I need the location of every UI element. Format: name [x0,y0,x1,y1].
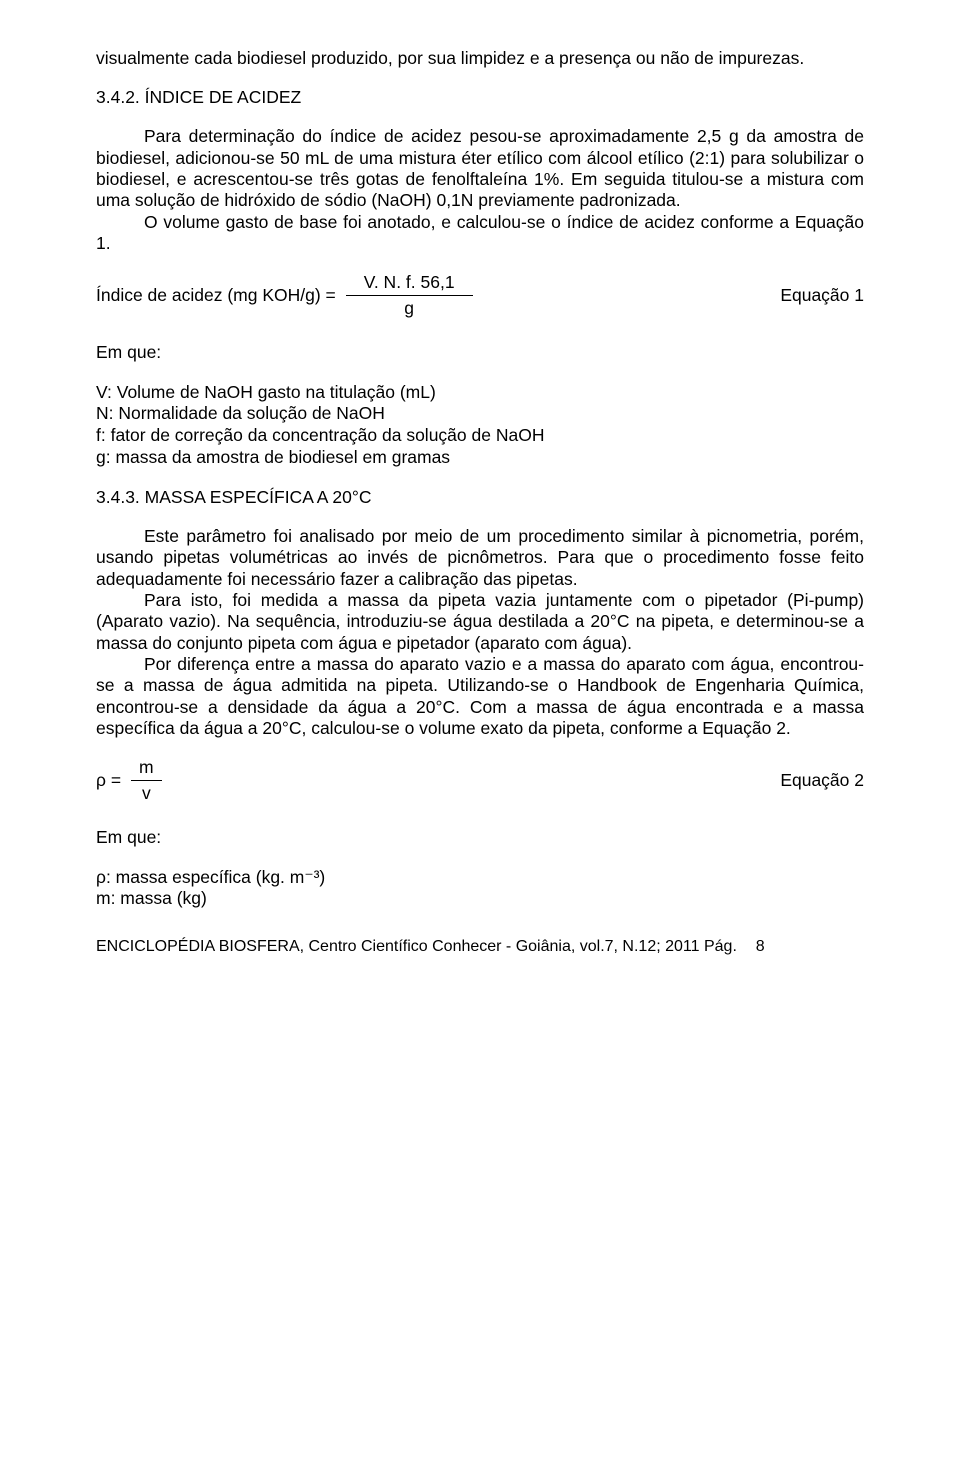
paragraph-343-2: Para isto, foi medida a massa da pipeta … [96,590,864,654]
equation-2-fraction: m v [131,757,162,802]
def-N: N: Normalidade da solução de NaOH [96,403,864,425]
section-heading-343: 3.4.3. MASSA ESPECÍFICA A 20°C [96,487,864,508]
em-que-2: Em que: [96,827,864,849]
paragraph-343-1: Este parâmetro foi analisado por meio de… [96,526,864,590]
equation-1-lhs: Índice de acidez (mg KOH/g) = [96,285,336,306]
paragraph-342-2: O volume gasto de base foi anotado, e ca… [96,212,864,255]
equation-2: ρ = m v [96,757,162,802]
def-f: f: fator de correção da concentração da … [96,425,864,447]
section-heading-342: 3.4.2. ÍNDICE DE ACIDEZ [96,87,864,108]
equation-1-numerator: V. N. f. 56,1 [346,272,473,295]
equation-1-denominator: g [404,296,414,318]
equation-2-lhs: ρ = [96,770,121,791]
equation-2-label: Equação 2 [780,770,864,791]
equation-2-numerator: m [131,757,162,780]
footer-page-number: 8 [756,938,765,955]
def-rho: ρ: massa específica (kg. m⁻³) [96,867,864,889]
def-g: g: massa da amostra de biodiesel em gram… [96,447,864,469]
equation-1-fraction: V. N. f. 56,1 g [346,272,473,317]
equation-1-label: Equação 1 [780,285,864,306]
equation-1-row: Índice de acidez (mg KOH/g) = V. N. f. 5… [96,272,864,317]
footer-text: ENCICLOPÉDIA BIOSFERA, Centro Científico… [96,938,737,955]
definitions-1: V: Volume de NaOH gasto na titulação (mL… [96,382,864,470]
em-que-1: Em que: [96,342,864,364]
document-page: visualmente cada biodiesel produzido, po… [0,0,960,980]
equation-2-denominator: v [142,781,151,803]
paragraph-top: visualmente cada biodiesel produzido, po… [96,48,864,69]
paragraph-343-3: Por diferença entre a massa do aparato v… [96,654,864,739]
paragraph-342-1: Para determinação do índice de acidez pe… [96,126,864,211]
definitions-2: ρ: massa específica (kg. m⁻³) m: massa (… [96,867,864,911]
equation-1: Índice de acidez (mg KOH/g) = V. N. f. 5… [96,272,473,317]
def-m: m: massa (kg) [96,888,864,910]
def-V: V: Volume de NaOH gasto na titulação (mL… [96,382,864,404]
page-footer: ENCICLOPÉDIA BIOSFERA, Centro Científico… [96,938,864,956]
equation-2-row: ρ = m v Equação 2 [96,757,864,802]
